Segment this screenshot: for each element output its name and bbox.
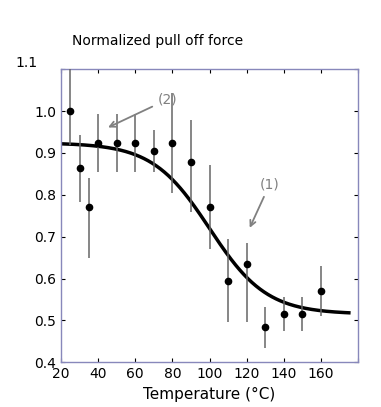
Text: Normalized pull off force: Normalized pull off force [72,34,243,48]
Text: 1.1: 1.1 [15,56,37,70]
X-axis label: Temperature (°C): Temperature (°C) [143,387,276,402]
Text: (1): (1) [250,177,279,226]
Text: (2): (2) [110,92,177,127]
